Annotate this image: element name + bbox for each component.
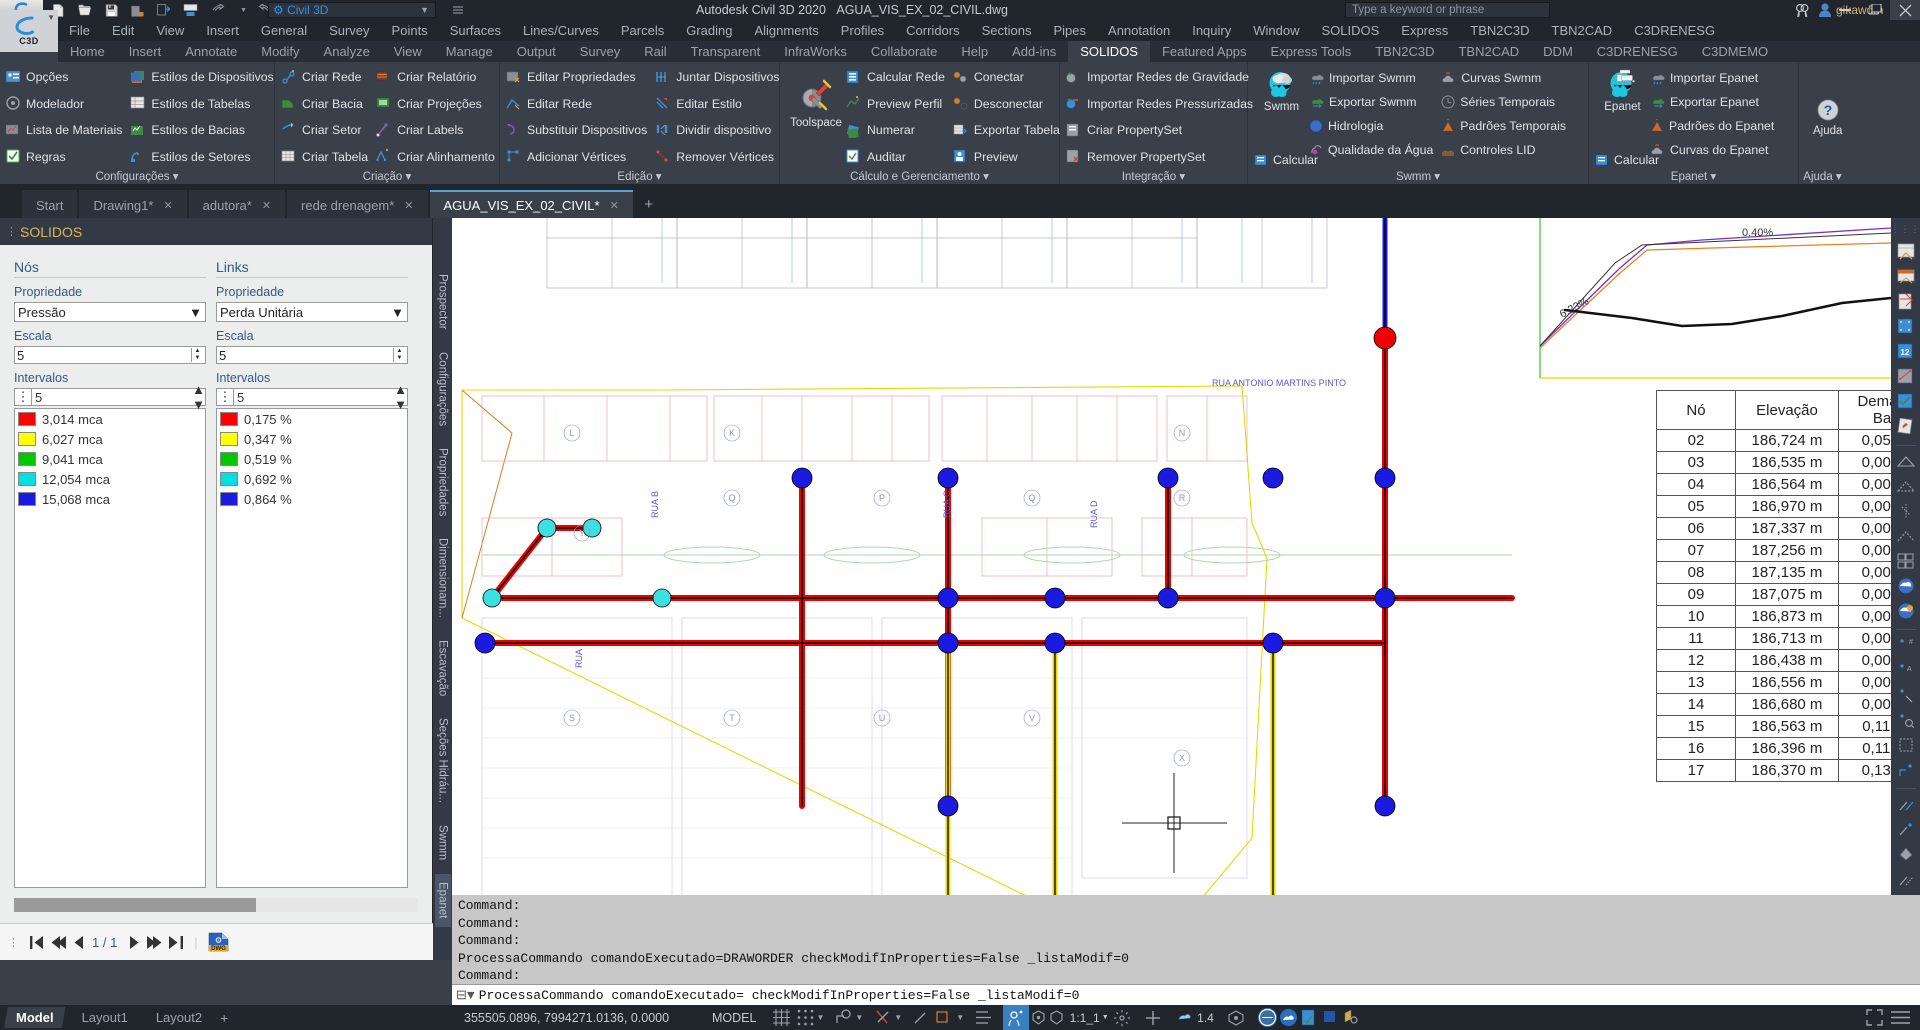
svg-text:0.40%: 0.40% (1742, 227, 1773, 239)
svg-text:?: ? (1823, 102, 1832, 118)
svg-text:Y: Y (579, 528, 585, 538)
svg-text:K: K (729, 428, 735, 438)
svg-text:L: L (569, 428, 574, 438)
svg-text:RUA B: RUA B (650, 491, 660, 518)
svg-text:A: A (1907, 666, 1912, 673)
svg-text:RUA D: RUA D (1089, 500, 1099, 528)
svg-text:6.23%: 6.23% (1558, 295, 1591, 320)
svg-text:DWG: DWG (211, 946, 226, 952)
svg-text:Q: Q (728, 493, 735, 503)
svg-text:#: # (1909, 639, 1913, 646)
svg-text:P: P (879, 493, 885, 503)
svg-text:Q: Q (1028, 493, 1035, 503)
svg-text:12: 12 (1900, 348, 1909, 357)
svg-text:U: U (879, 713, 886, 723)
svg-text:V: V (1029, 713, 1035, 723)
svg-text:X: X (1179, 753, 1185, 763)
svg-text:T: T (729, 713, 735, 723)
svg-text:N: N (1179, 428, 1186, 438)
svg-text:S: S (569, 713, 575, 723)
svg-text:R: R (1179, 493, 1186, 503)
svg-text:RUA ANTONIO MARTINS PINTO: RUA ANTONIO MARTINS PINTO (1212, 378, 1346, 388)
svg-text:RUA: RUA (574, 649, 584, 668)
svg-text:RUA C: RUA C (942, 490, 952, 518)
